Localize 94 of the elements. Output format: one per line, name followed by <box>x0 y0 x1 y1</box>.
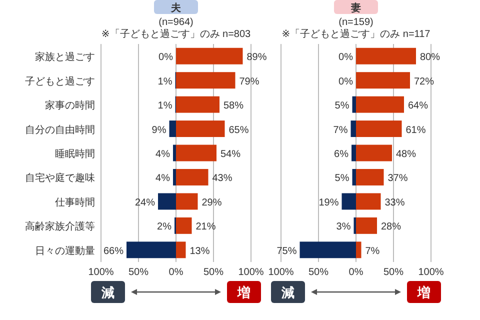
bar <box>356 193 381 210</box>
data-label: 5% <box>334 100 350 112</box>
data-label: 72% <box>414 76 434 88</box>
bar <box>356 144 392 162</box>
bar <box>176 168 208 186</box>
bar <box>352 96 356 113</box>
x-tick-label: 50% <box>308 267 329 278</box>
data-label: 4% <box>156 149 170 160</box>
data-label: 1% <box>158 100 172 112</box>
bar <box>342 193 356 210</box>
data-label: 7% <box>365 246 380 257</box>
bar <box>173 168 176 186</box>
data-label: 48% <box>396 149 416 160</box>
bar <box>356 120 402 138</box>
data-label: 65% <box>228 124 249 136</box>
chart-title: 夫 <box>170 2 182 14</box>
data-label: 19% <box>318 197 339 208</box>
bar <box>126 242 176 258</box>
y-tick-label: 睡眠時間 <box>55 148 95 160</box>
text: 増 <box>236 285 250 300</box>
data-label: 54% <box>220 149 241 160</box>
data-label: 5% <box>334 173 350 184</box>
bar <box>173 144 176 162</box>
data-label: 28% <box>381 222 402 233</box>
data-label: 24% <box>134 197 156 208</box>
data-label: 0% <box>338 52 354 64</box>
text: ※「子どもと過ごす」のみ n=803 <box>101 28 252 40</box>
x-tick-label: 50% <box>128 267 149 278</box>
y-tick-label: 自分の自由時間 <box>25 124 95 136</box>
bar <box>176 144 216 162</box>
data-label: 0% <box>158 52 174 64</box>
text: 増 <box>416 285 430 300</box>
x-tick-label: 100% <box>418 267 444 278</box>
x-tick-label: 50% <box>383 267 404 278</box>
y-tick-label: 家族と過ごす <box>35 51 95 64</box>
bar <box>176 72 236 89</box>
bar <box>176 48 243 64</box>
x-tick-label: 100% <box>238 267 264 278</box>
x-tick-label: 100% <box>268 267 294 278</box>
text: 減 <box>100 285 114 300</box>
y-tick-label: 家事の時間 <box>45 100 95 112</box>
data-label: 61% <box>406 124 426 136</box>
x-tick-label: 50% <box>203 267 224 278</box>
data-label: 0% <box>338 76 354 88</box>
x-tick-label: 100% <box>88 267 114 278</box>
bar <box>356 72 410 89</box>
bar <box>356 96 404 113</box>
bar <box>169 120 176 138</box>
data-label: 9% <box>152 124 166 136</box>
bar <box>300 242 356 258</box>
bar <box>350 120 356 138</box>
bar <box>176 120 225 138</box>
bar <box>356 242 362 258</box>
y-tick-label: 仕事時間 <box>55 196 95 208</box>
bar <box>356 168 384 186</box>
data-label: 66% <box>103 246 124 257</box>
data-label: 7% <box>333 124 348 136</box>
chart-subtitle: (n=964) <box>158 17 194 28</box>
bar <box>356 217 377 234</box>
data-label: 4% <box>156 173 170 184</box>
text: ※「子どもと過ごす」のみ n=117 <box>282 28 431 40</box>
data-label: 1% <box>158 76 172 88</box>
data-label: 6% <box>334 149 349 160</box>
data-label: 37% <box>388 173 408 184</box>
data-label: 79% <box>239 76 260 88</box>
data-label: 64% <box>408 100 428 112</box>
text: 減 <box>280 285 294 300</box>
bar <box>158 193 176 210</box>
data-label: 29% <box>202 197 222 208</box>
bar <box>352 168 356 186</box>
data-label: 2% <box>157 222 172 233</box>
data-label: 13% <box>190 246 210 257</box>
y-tick-label: 日々の運動量 <box>35 244 95 257</box>
bar <box>176 217 192 234</box>
x-tick-label: 0% <box>348 267 364 278</box>
y-tick-label: 高齢家族介護等 <box>25 220 95 233</box>
data-label: 43% <box>212 173 232 184</box>
bar <box>176 193 198 210</box>
bar <box>176 242 186 258</box>
bar <box>352 144 356 162</box>
chart-title: 妻 <box>350 2 361 14</box>
chart-subtitle: (n=159) <box>338 17 374 28</box>
y-tick-label: 子どもと過ごす <box>25 76 95 88</box>
data-label: 75% <box>276 246 297 257</box>
x-tick-label: 0% <box>168 267 184 278</box>
data-label: 33% <box>384 197 405 208</box>
y-tick-label: 自宅や庭で趣味 <box>25 172 95 184</box>
bar <box>176 96 220 113</box>
data-label: 80% <box>420 52 440 64</box>
data-label: 89% <box>246 52 267 64</box>
data-label: 21% <box>196 222 216 233</box>
data-label: 3% <box>336 222 351 233</box>
data-label: 58% <box>224 100 244 112</box>
bar <box>356 48 416 64</box>
